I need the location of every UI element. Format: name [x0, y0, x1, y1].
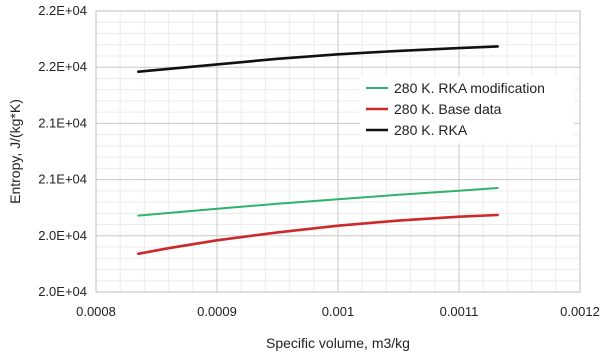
- x-tick-label: 0.0012: [560, 304, 600, 319]
- y-tick-label: 2.0E+04: [38, 228, 87, 243]
- y-axis-tick-labels: 2.0E+04 2.0E+04 2.1E+04 2.1E+04 2.2E+04 2.2E+…: [38, 3, 87, 299]
- y-tick-label: 2.2E+04: [38, 3, 87, 18]
- series-line-3: [137, 45, 500, 73]
- legend-label: 280 K. RKA: [394, 122, 468, 138]
- y-tick-label: 2.1E+04: [38, 115, 87, 130]
- x-tick-label: 0.0008: [76, 304, 116, 319]
- x-tick-label: 0.001: [322, 304, 355, 319]
- x-axis-title: Specific volume, m3/kg: [266, 335, 410, 351]
- legend-label: 280 K. RKA modification: [394, 80, 545, 96]
- legend-background: [360, 76, 574, 143]
- series-line-2: [137, 213, 500, 256]
- plot-area-border: [95, 10, 581, 293]
- y-tick-label: 2.0E+04: [38, 284, 87, 299]
- x-tick-label: 0.0009: [197, 304, 237, 319]
- legend-label: 280 K. Base data: [394, 101, 502, 117]
- legend: 280 K. RKA modification 280 K. Base data 2…: [366, 80, 545, 138]
- y-tick-label: 2.1E+04: [38, 172, 87, 187]
- y-tick-label: 2.2E+04: [38, 59, 87, 74]
- x-axis-tick-labels: 0.0008 0.0009 0.001 0.0011 0.0012: [76, 304, 600, 319]
- y-axis-title: Entropy, J/(kg*K): [7, 99, 23, 204]
- series-layer: [137, 45, 500, 256]
- x-tick-label: 0.0011: [440, 304, 479, 319]
- series-line-1: [137, 187, 499, 217]
